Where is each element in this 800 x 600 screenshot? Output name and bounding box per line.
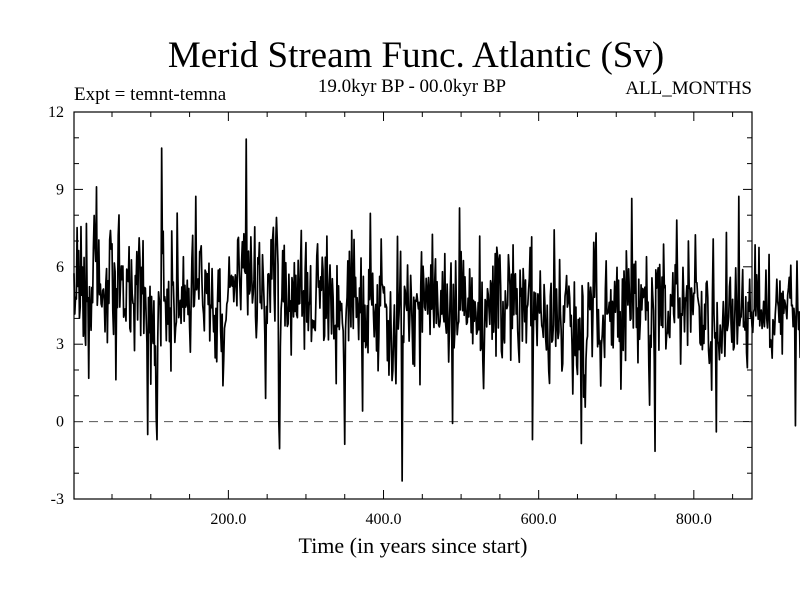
y-tick-label: 3 <box>56 336 64 353</box>
series-line <box>73 138 800 482</box>
chart-title: Merid Stream Func. Atlantic (Sv) <box>168 35 664 76</box>
x-axis-label: Time (in years since start) <box>299 533 528 558</box>
plot-frame <box>73 111 753 500</box>
subtitle-left: Expt = temnt-temna <box>74 84 227 105</box>
x-tick-label: 800.0 <box>676 511 712 528</box>
ticks-layer <box>74 111 752 500</box>
y-tick-label: 0 <box>56 414 64 431</box>
x-tick-labels: 200.0 400.0 600.0 800.0 <box>210 511 711 528</box>
y-tick-label: 6 <box>56 259 64 276</box>
subtitle-center: 19.0kyr BP - 00.0kyr BP <box>318 76 506 97</box>
x-tick-label: 200.0 <box>210 511 246 528</box>
y-tick-label: -3 <box>51 491 64 508</box>
subtitle-right: ALL_MONTHS <box>625 78 752 99</box>
x-tick-label: 600.0 <box>521 511 557 528</box>
x-tick-label: 400.0 <box>366 511 402 528</box>
y-tick-labels: -3 0 3 6 9 12 <box>48 104 64 508</box>
y-tick-label: 9 <box>56 181 64 198</box>
y-tick-label: 12 <box>48 104 64 121</box>
